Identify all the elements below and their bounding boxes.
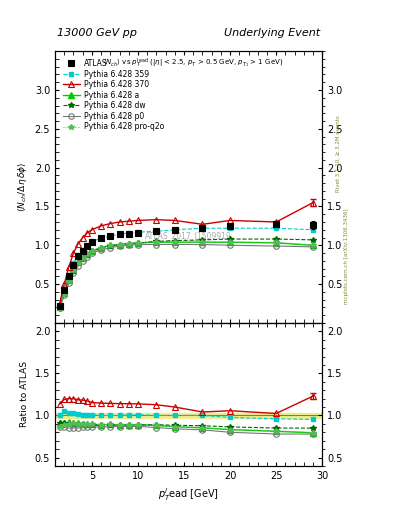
Y-axis label: Ratio to ATLAS: Ratio to ATLAS [20,361,29,428]
X-axis label: $p_T^l$ead [GeV]: $p_T^l$ead [GeV] [158,486,219,503]
Text: ATLAS_2017_I1509919: ATLAS_2017_I1509919 [145,231,232,241]
Y-axis label: $\langle N_{ch}/ \Delta\eta\,\delta\phi\rangle$: $\langle N_{ch}/ \Delta\eta\,\delta\phi\… [16,162,29,212]
Text: 13000 GeV pp: 13000 GeV pp [57,28,137,38]
Text: Underlying Event: Underlying Event [224,28,320,38]
Text: mcplots.cern.ch [arXiv:1306.3436]: mcplots.cern.ch [arXiv:1306.3436] [344,208,349,304]
Bar [55,413,322,418]
Text: $\langle N_{ch}\rangle$ vs $p_T^{\rm lead}$ ($|\eta|$ < 2.5, $p_T$ > 0.5 GeV, $p: $\langle N_{ch}\rangle$ vs $p_T^{\rm lea… [103,57,283,70]
Legend: ATLAS, Pythia 6.428 359, Pythia 6.428 370, Pythia 6.428 a, Pythia 6.428 dw, Pyth: ATLAS, Pythia 6.428 359, Pythia 6.428 37… [62,58,165,133]
Text: Rivet 3.1.10, ≥ 3.2M events: Rivet 3.1.10, ≥ 3.2M events [336,115,341,192]
